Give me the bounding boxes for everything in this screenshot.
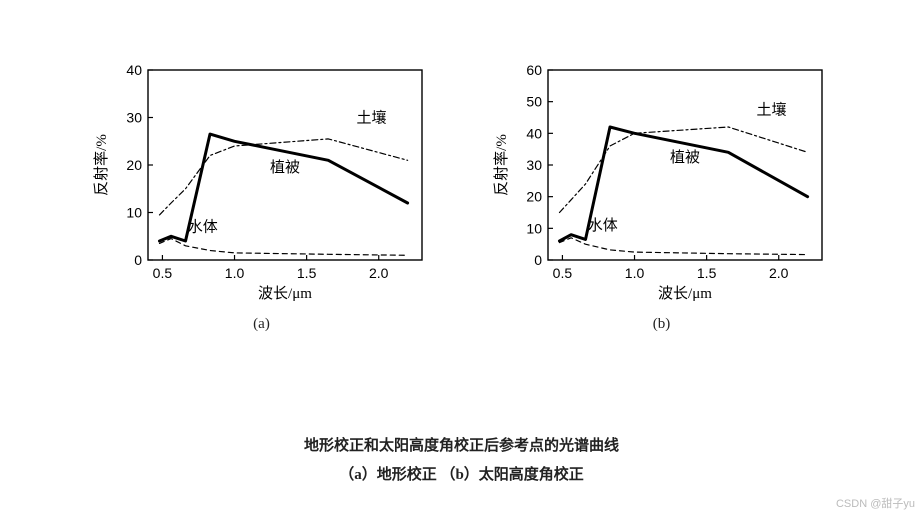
series-label-soil: 土壤 xyxy=(756,100,786,118)
x-axis-label: 波长/μm xyxy=(258,285,312,302)
caption-line1: 地形校正和太阳高度角校正后参考点的光谱曲线 xyxy=(0,432,923,461)
series-label-water: 水体 xyxy=(587,217,617,234)
y-tick-label: 50 xyxy=(526,94,542,110)
x-tick-label: 1.0 xyxy=(224,265,244,281)
series-label-veg: 植被 xyxy=(669,149,699,166)
y-axis-label: 反射率/% xyxy=(93,134,110,196)
x-tick-label: 2.0 xyxy=(369,265,389,281)
y-tick-label: 0 xyxy=(534,252,542,268)
chart-a-block: 0.5 1.0 1.5 2.0 0 10 20 30 40 波长/μm 反射率/% 土壤水体 植被 (a… xyxy=(82,50,442,333)
chart-a: 0.5 1.0 1.5 2.0 0 10 20 30 40 波长/μm 反射率/% 土壤水体 植被 xyxy=(82,50,442,310)
y-tick-label: 30 xyxy=(526,157,542,173)
x-tick-label: 1.5 xyxy=(696,265,716,281)
subplot-label-a: (a) xyxy=(253,316,270,333)
x-tick-label: 0.5 xyxy=(152,265,172,281)
caption-line2: （a）地形校正 （b）太阳高度角校正 xyxy=(0,461,923,490)
series-label-soil: 土壤 xyxy=(356,108,386,126)
y-tick-label: 10 xyxy=(126,205,142,221)
subplot-label-b: (b) xyxy=(653,316,671,333)
figure-caption: 地形校正和太阳高度角校正后参考点的光谱曲线 （a）地形校正 （b）太阳高度角校正 xyxy=(0,432,923,489)
chart-b: 0.5 1.0 1.5 2.0 0 10 20 30 40 50 60 波长/μm 反射率/% 土壤水体 植… xyxy=(482,50,842,310)
x-tick-label: 1.5 xyxy=(296,265,316,281)
series-water xyxy=(159,239,407,256)
charts-row: 0.5 1.0 1.5 2.0 0 10 20 30 40 波长/μm 反射率/% 土壤水体 植被 (a… xyxy=(0,0,923,333)
series-soil xyxy=(559,127,807,213)
y-tick-label: 20 xyxy=(526,189,542,205)
x-tick-label: 2.0 xyxy=(769,265,789,281)
y-tick-label: 40 xyxy=(526,125,542,141)
y-tick-label: 40 xyxy=(126,62,142,78)
watermark: CSDN @甜子yu xyxy=(836,495,915,511)
y-tick-label: 60 xyxy=(526,62,542,78)
x-tick-label: 0.5 xyxy=(552,265,572,281)
series-water xyxy=(559,238,807,255)
y-tick-label: 30 xyxy=(126,110,142,126)
y-tick-label: 10 xyxy=(526,220,542,236)
y-tick-label: 0 xyxy=(134,252,142,268)
x-tick-label: 1.0 xyxy=(624,265,644,281)
y-tick-label: 20 xyxy=(126,157,142,173)
series-label-veg: 植被 xyxy=(269,159,299,176)
series-label-water: 水体 xyxy=(187,219,217,236)
y-axis-label: 反射率/% xyxy=(493,134,510,196)
chart-b-block: 0.5 1.0 1.5 2.0 0 10 20 30 40 50 60 波长/μm 反射率/% 土壤水体 植… xyxy=(482,50,842,333)
x-axis-label: 波长/μm xyxy=(658,285,712,302)
